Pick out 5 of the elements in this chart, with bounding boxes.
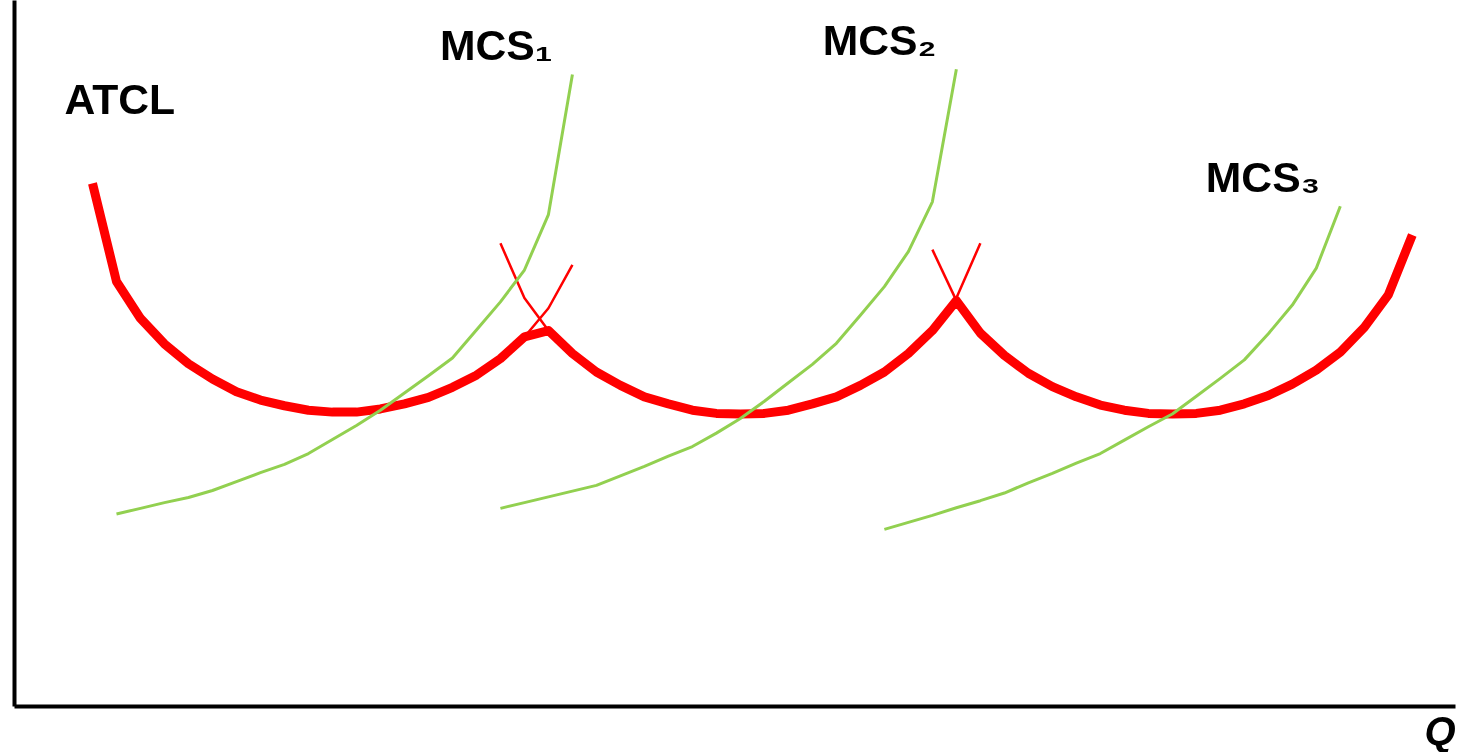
series-label: MCS₃ (1205, 153, 1321, 202)
series-label: MCS₂ (822, 16, 937, 65)
series-label: MCS₁ (439, 21, 553, 70)
series-label: ATCL (64, 75, 176, 124)
x-axis-title: Q (1424, 708, 1456, 752)
